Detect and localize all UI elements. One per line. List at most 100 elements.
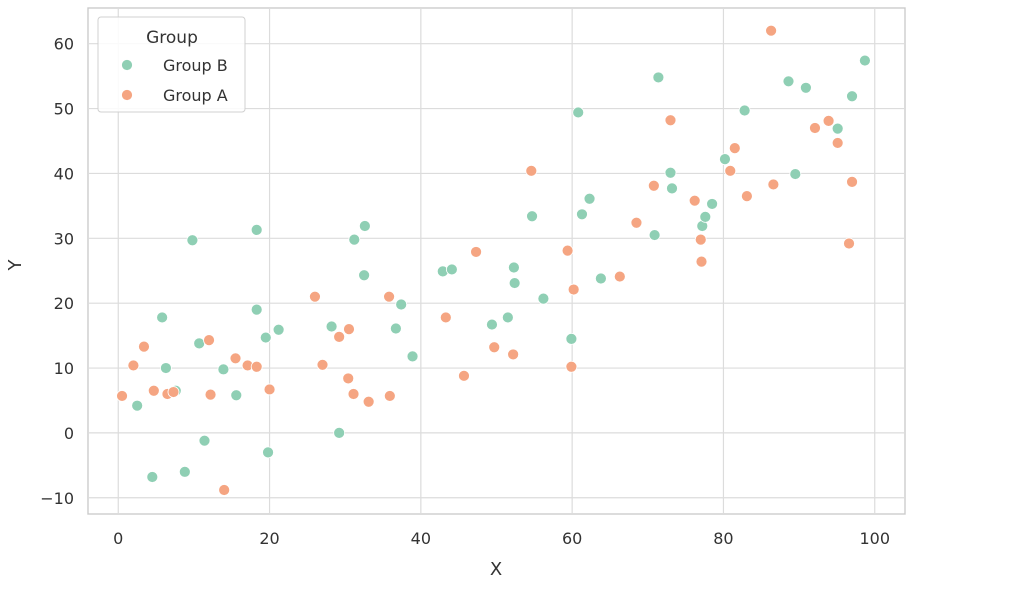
data-point-group-a [218, 484, 231, 496]
x-tick-label: 100 [859, 529, 890, 548]
data-point-group-b [178, 465, 191, 478]
data-point-group-a [525, 164, 538, 177]
data-point-group-b [501, 311, 514, 324]
legend-marker-group-a [121, 89, 133, 101]
data-point-group-b [333, 427, 346, 439]
data-point-group-a [203, 334, 215, 347]
data-point-group-b [508, 277, 521, 289]
data-point-group-a [724, 164, 737, 177]
data-point-group-b [358, 220, 371, 232]
legend-label-group-a: Group A [163, 86, 228, 105]
data-point-group-a [470, 246, 482, 258]
legend: Group Group B Group A [97, 16, 246, 113]
data-point-group-b [259, 331, 272, 344]
data-point-group-a [695, 255, 708, 268]
data-point-group-b [652, 71, 665, 84]
y-tick-label: 40 [54, 164, 74, 183]
tick-labels: 0 20 40 60 80 100 −10 0 10 20 30 40 50 60 [40, 35, 890, 548]
data-point-group-a [488, 341, 501, 354]
data-point-group-a [846, 175, 858, 188]
data-point-group-a [362, 395, 375, 408]
data-point-group-b [719, 153, 731, 166]
x-tick-label: 80 [713, 529, 733, 548]
data-point-group-a [647, 179, 660, 192]
data-point-group-a [767, 178, 780, 191]
y-tick-label: 20 [54, 294, 74, 313]
data-point-group-b [131, 399, 144, 412]
legend-title: Group [146, 28, 198, 48]
data-point-group-a [561, 244, 574, 257]
data-point-group-a [843, 237, 855, 250]
data-point-group-a [740, 190, 753, 203]
data-point-group-b [348, 233, 361, 246]
data-point-group-b [358, 269, 371, 282]
y-tick-label: 10 [54, 359, 74, 378]
data-point-group-a [229, 352, 242, 365]
data-point-group-b [250, 223, 263, 236]
y-tick-label: 50 [54, 100, 74, 119]
y-tick-label: 30 [54, 229, 74, 248]
data-point-group-a [347, 388, 360, 400]
data-point-group-b [572, 106, 585, 119]
data-point-group-b [486, 318, 498, 331]
data-point-group-a [204, 388, 217, 401]
data-point-group-a [250, 360, 263, 373]
data-point-group-b [146, 471, 159, 483]
data-point-group-b [699, 210, 712, 223]
legend-box [97, 16, 246, 113]
data-point-group-b [507, 261, 520, 274]
data-point-group-a [567, 283, 580, 296]
data-point-group-a [565, 360, 578, 373]
data-point-group-b [193, 337, 206, 350]
data-point-group-a [831, 137, 844, 149]
data-point-group-a [809, 122, 821, 134]
data-point-group-b [666, 182, 678, 195]
data-point-group-a [688, 194, 701, 207]
data-point-group-b [230, 389, 243, 402]
x-axis-label: X [490, 559, 502, 580]
data-point-group-b [406, 350, 419, 363]
data-point-group-b [445, 263, 458, 276]
data-point-group-b [831, 122, 844, 135]
y-tick-label: −10 [40, 489, 74, 508]
data-point-group-b [186, 234, 199, 247]
x-tick-label: 20 [259, 529, 279, 548]
x-tick-label: 0 [113, 529, 123, 548]
data-point-group-b [738, 104, 751, 117]
data-point-group-b [272, 323, 285, 336]
data-point-group-b [217, 363, 230, 376]
y-axis-label: Y [5, 259, 26, 272]
data-point-group-b [395, 298, 408, 311]
data-point-group-b [537, 292, 550, 305]
data-point-group-b [160, 362, 172, 374]
legend-marker-group-b [121, 59, 133, 71]
data-point-group-b [325, 320, 338, 333]
data-point-group-a [263, 383, 276, 396]
data-point-group-a [507, 348, 520, 361]
data-point-group-a [439, 311, 452, 324]
data-point-group-b [389, 322, 402, 335]
data-point-group-b [576, 208, 588, 221]
data-point-group-b [250, 303, 263, 316]
legend-label-group-b: Group B [163, 56, 228, 75]
data-point-group-a [664, 114, 677, 127]
data-point-group-b [565, 332, 578, 345]
data-point-group-a [138, 340, 150, 353]
x-tick-label: 40 [411, 529, 431, 548]
data-point-group-b [859, 54, 871, 67]
data-point-group-a [127, 359, 140, 372]
data-point-group-b [782, 75, 795, 88]
x-tick-label: 60 [562, 529, 582, 548]
y-tick-label: 60 [54, 35, 74, 54]
data-point-group-a [116, 390, 128, 402]
data-point-group-a [765, 24, 778, 37]
data-point-group-b [664, 166, 677, 179]
data-point-group-a [458, 369, 470, 382]
data-point-group-b [648, 229, 661, 241]
data-point-group-a [630, 216, 643, 229]
data-point-group-a [383, 290, 395, 303]
data-point-group-b [583, 192, 596, 205]
data-point-group-a [309, 290, 321, 303]
data-point-group-b [262, 446, 274, 459]
